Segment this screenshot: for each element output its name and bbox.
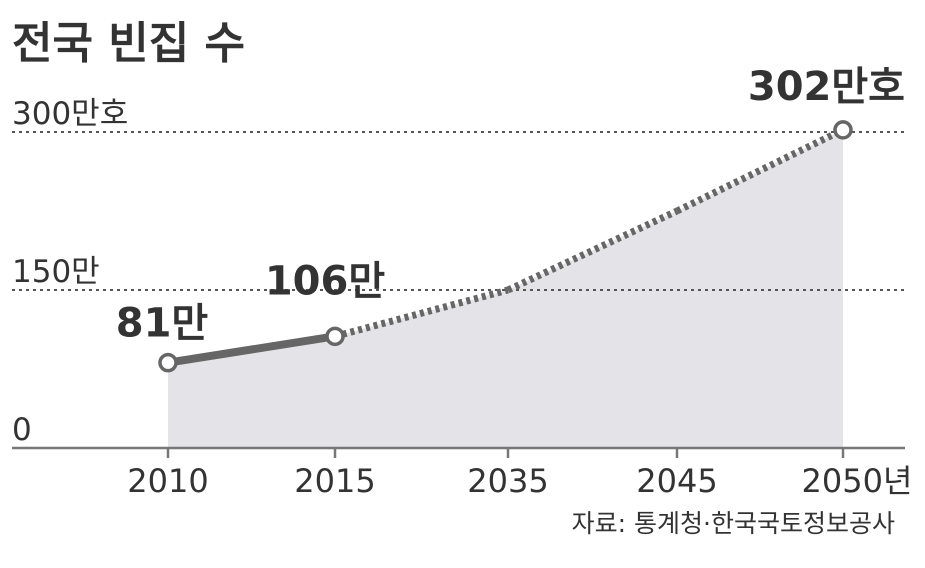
data-label-2010: 81만 xyxy=(116,301,209,347)
axis-layer xyxy=(12,446,905,458)
series-segment-2035-2045 xyxy=(506,207,679,294)
grid-layer xyxy=(12,131,905,291)
text-layer: 전국 빈집 수 자료: 통계청·한국국토정보공사 0 150만 300만호 2010 2… xyxy=(12,18,912,538)
marker-layer xyxy=(158,120,853,373)
data-label-2050: 302만호 xyxy=(748,64,905,110)
line-layer xyxy=(167,126,845,367)
x-tick-label-2050: 2050년 xyxy=(802,462,913,500)
data-label-2015: 106만 xyxy=(265,258,385,304)
y-tick-label-150: 150만 xyxy=(12,254,100,290)
area-fill xyxy=(168,129,843,449)
x-tick-label-2015: 2015 xyxy=(294,462,375,500)
data-point-marker-2010 xyxy=(158,352,178,373)
x-tick-label-2045: 2045 xyxy=(636,462,717,500)
data-point-marker-2050 xyxy=(833,120,853,140)
y-tick-label-0: 0 xyxy=(12,412,32,448)
series-segment-2015-2035 xyxy=(334,286,509,340)
chart-title: 전국 빈집 수 xyxy=(12,18,245,69)
x-tick-label-2035: 2035 xyxy=(467,462,548,500)
data-point-marker-2015 xyxy=(325,326,345,347)
y-tick-label-300: 300만호 xyxy=(12,96,128,132)
area-layer xyxy=(168,129,843,449)
x-tick-label-2010: 2010 xyxy=(127,462,208,500)
series-segment-2045-2050 xyxy=(675,126,845,215)
series-segment-2010-2015 xyxy=(167,332,336,367)
source-note: 자료: 통계청·한국국토정보공사 xyxy=(572,509,895,538)
